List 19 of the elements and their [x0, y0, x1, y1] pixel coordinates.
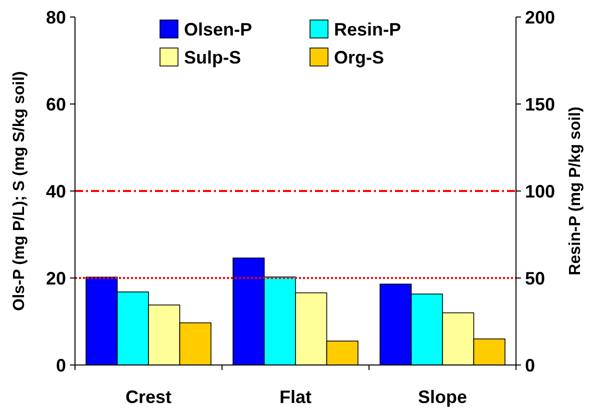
y-tick-label: 20 [46, 268, 66, 288]
legend-label: Sulp-S [184, 47, 241, 68]
y2-axis-title: Resin-P (mg P/kg soil) [567, 106, 584, 276]
y-axis-title: Ols-P (mg P/L); S (mg S/kg soil) [11, 71, 28, 311]
y-tick-label: 60 [46, 94, 66, 114]
legend-label: Org-S [334, 47, 384, 68]
legend-label: Olsen-P [184, 19, 252, 40]
y-tick-label: 80 [46, 7, 66, 28]
y-tick-label: 0 [56, 355, 66, 376]
y2-tick-label: 150 [525, 94, 556, 114]
y2-tick-label: 100 [525, 181, 556, 202]
legend-label: Resin-P [334, 19, 402, 40]
x-tick-label: Slope [418, 387, 468, 407]
x-tick-label: Crest [125, 387, 172, 407]
y-tick-label: 40 [46, 181, 66, 202]
y2-tick-label: 0 [525, 355, 536, 376]
x-tick-label: Flat [279, 387, 312, 407]
y2-tick-label: 50 [525, 268, 546, 288]
y2-tick-label: 200 [525, 7, 556, 28]
